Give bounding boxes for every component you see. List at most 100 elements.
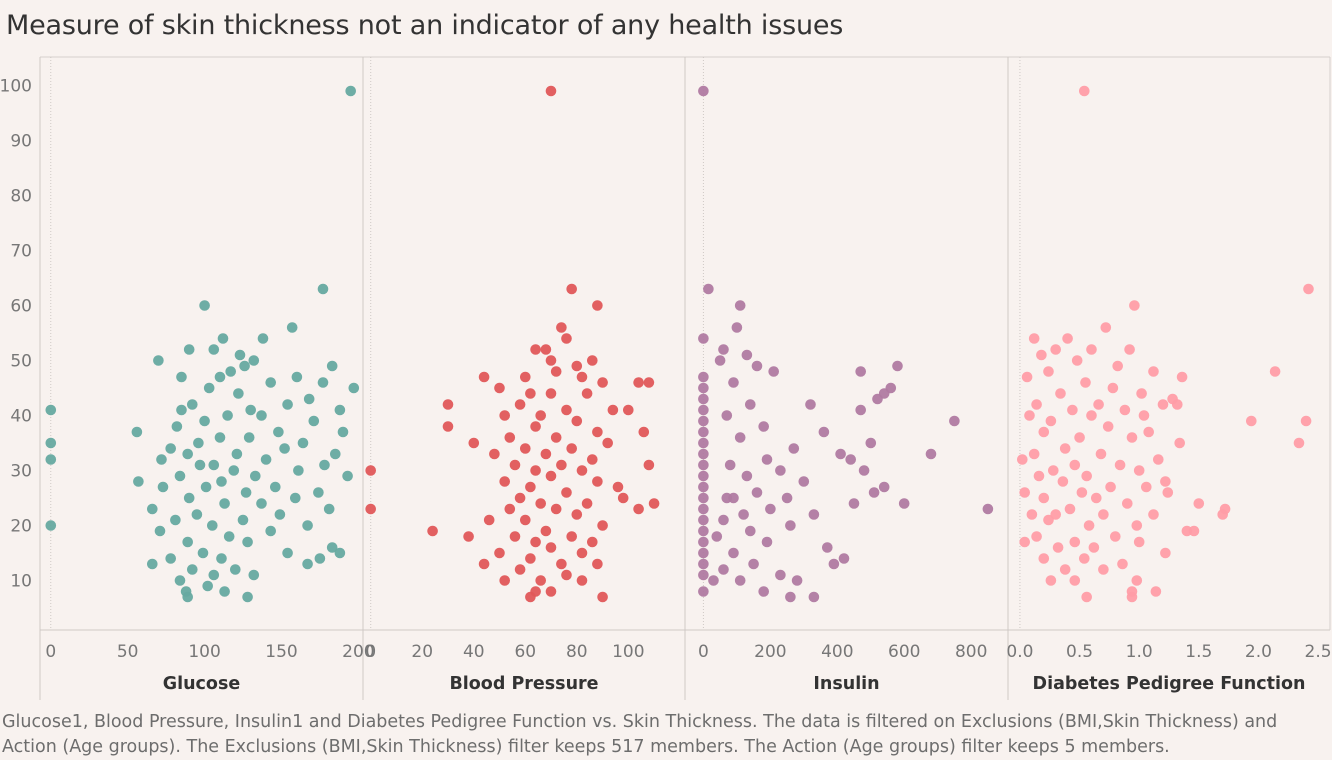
data-point xyxy=(698,503,709,515)
data-point xyxy=(187,564,198,575)
data-point xyxy=(45,437,57,449)
data-point xyxy=(200,481,212,493)
data-point xyxy=(520,514,531,526)
data-point xyxy=(1131,575,1143,586)
data-point xyxy=(234,349,246,361)
data-point xyxy=(711,531,723,542)
data-point xyxy=(348,382,360,394)
data-point xyxy=(545,388,557,399)
data-point xyxy=(334,404,346,416)
x-tick-label: 40 xyxy=(463,642,485,662)
data-point xyxy=(1188,525,1200,537)
data-point xyxy=(556,558,567,570)
data-point xyxy=(791,575,803,586)
data-point xyxy=(1057,476,1069,487)
data-point xyxy=(561,487,572,498)
y-tick-label: 40 xyxy=(10,407,32,427)
data-point xyxy=(1017,454,1028,465)
data-point xyxy=(1160,547,1171,559)
x-tick-label: 800 xyxy=(955,642,987,662)
data-point xyxy=(731,322,743,333)
data-point xyxy=(1052,542,1064,553)
data-point xyxy=(297,437,309,449)
data-point xyxy=(765,503,776,515)
data-point xyxy=(240,487,252,498)
data-point xyxy=(302,558,313,570)
data-point xyxy=(468,437,480,449)
data-point xyxy=(182,536,193,548)
data-point xyxy=(858,465,870,476)
data-point xyxy=(219,498,230,509)
data-point xyxy=(698,536,709,548)
data-point xyxy=(535,575,546,586)
data-point xyxy=(45,454,57,465)
data-point xyxy=(131,426,143,438)
y-tick-label: 100 xyxy=(0,77,32,97)
data-point xyxy=(617,492,629,504)
data-point xyxy=(1031,531,1042,542)
data-point xyxy=(279,443,290,454)
data-point xyxy=(1293,437,1305,449)
data-point xyxy=(1074,432,1085,443)
data-point xyxy=(724,459,736,471)
data-point xyxy=(1059,564,1071,575)
panel-axis-title: Diabetes Pedigree Function xyxy=(1033,674,1306,694)
data-point xyxy=(1024,410,1035,421)
data-point xyxy=(237,514,249,526)
data-point xyxy=(203,382,215,394)
data-point xyxy=(741,349,753,361)
data-point xyxy=(1150,586,1162,597)
data-point xyxy=(592,558,603,570)
data-point xyxy=(499,575,511,586)
data-point xyxy=(592,426,603,438)
data-point xyxy=(1088,542,1100,553)
data-point xyxy=(1080,377,1091,388)
data-point xyxy=(698,448,709,460)
data-point xyxy=(326,360,338,372)
data-point xyxy=(1050,344,1061,355)
data-point xyxy=(245,404,256,416)
data-point xyxy=(1062,333,1073,344)
data-point xyxy=(265,525,277,537)
data-point xyxy=(607,404,619,416)
data-point xyxy=(751,487,763,498)
data-point xyxy=(1019,536,1030,548)
data-point xyxy=(576,575,588,586)
data-point xyxy=(313,487,324,498)
data-point xyxy=(1064,503,1076,515)
data-point xyxy=(868,487,880,498)
data-point xyxy=(156,454,167,465)
data-point xyxy=(698,333,709,344)
data-point xyxy=(317,377,329,388)
data-point xyxy=(587,454,598,465)
data-point xyxy=(1086,344,1097,355)
data-point xyxy=(835,448,846,460)
data-point xyxy=(228,465,240,476)
data-point xyxy=(176,371,187,383)
data-point xyxy=(758,421,769,432)
panel-diabetes-pedigree-function: 0.0 0.5 1.0 1.5 2.0 2.5 Diabetes Pedigree Func… xyxy=(1006,57,1332,694)
data-point xyxy=(734,575,746,586)
data-point xyxy=(540,344,552,355)
data-point xyxy=(171,421,183,432)
x-tick-label: 1.5 xyxy=(1185,642,1212,662)
x-tick-label: 2.0 xyxy=(1245,642,1272,662)
data-point xyxy=(1081,470,1092,482)
data-point xyxy=(838,553,850,564)
data-point xyxy=(525,388,536,399)
data-point xyxy=(45,520,57,531)
data-point xyxy=(442,421,454,432)
data-point xyxy=(1110,531,1121,542)
data-point xyxy=(1071,355,1083,366)
data-point xyxy=(1122,498,1133,509)
data-point xyxy=(718,514,729,526)
data-point xyxy=(698,547,709,559)
data-point xyxy=(581,498,593,509)
data-point xyxy=(174,470,186,482)
data-point xyxy=(728,377,739,388)
data-point xyxy=(698,586,709,597)
data-point xyxy=(478,371,490,383)
data-point xyxy=(745,399,756,410)
data-point xyxy=(597,591,608,603)
data-point xyxy=(845,454,856,465)
